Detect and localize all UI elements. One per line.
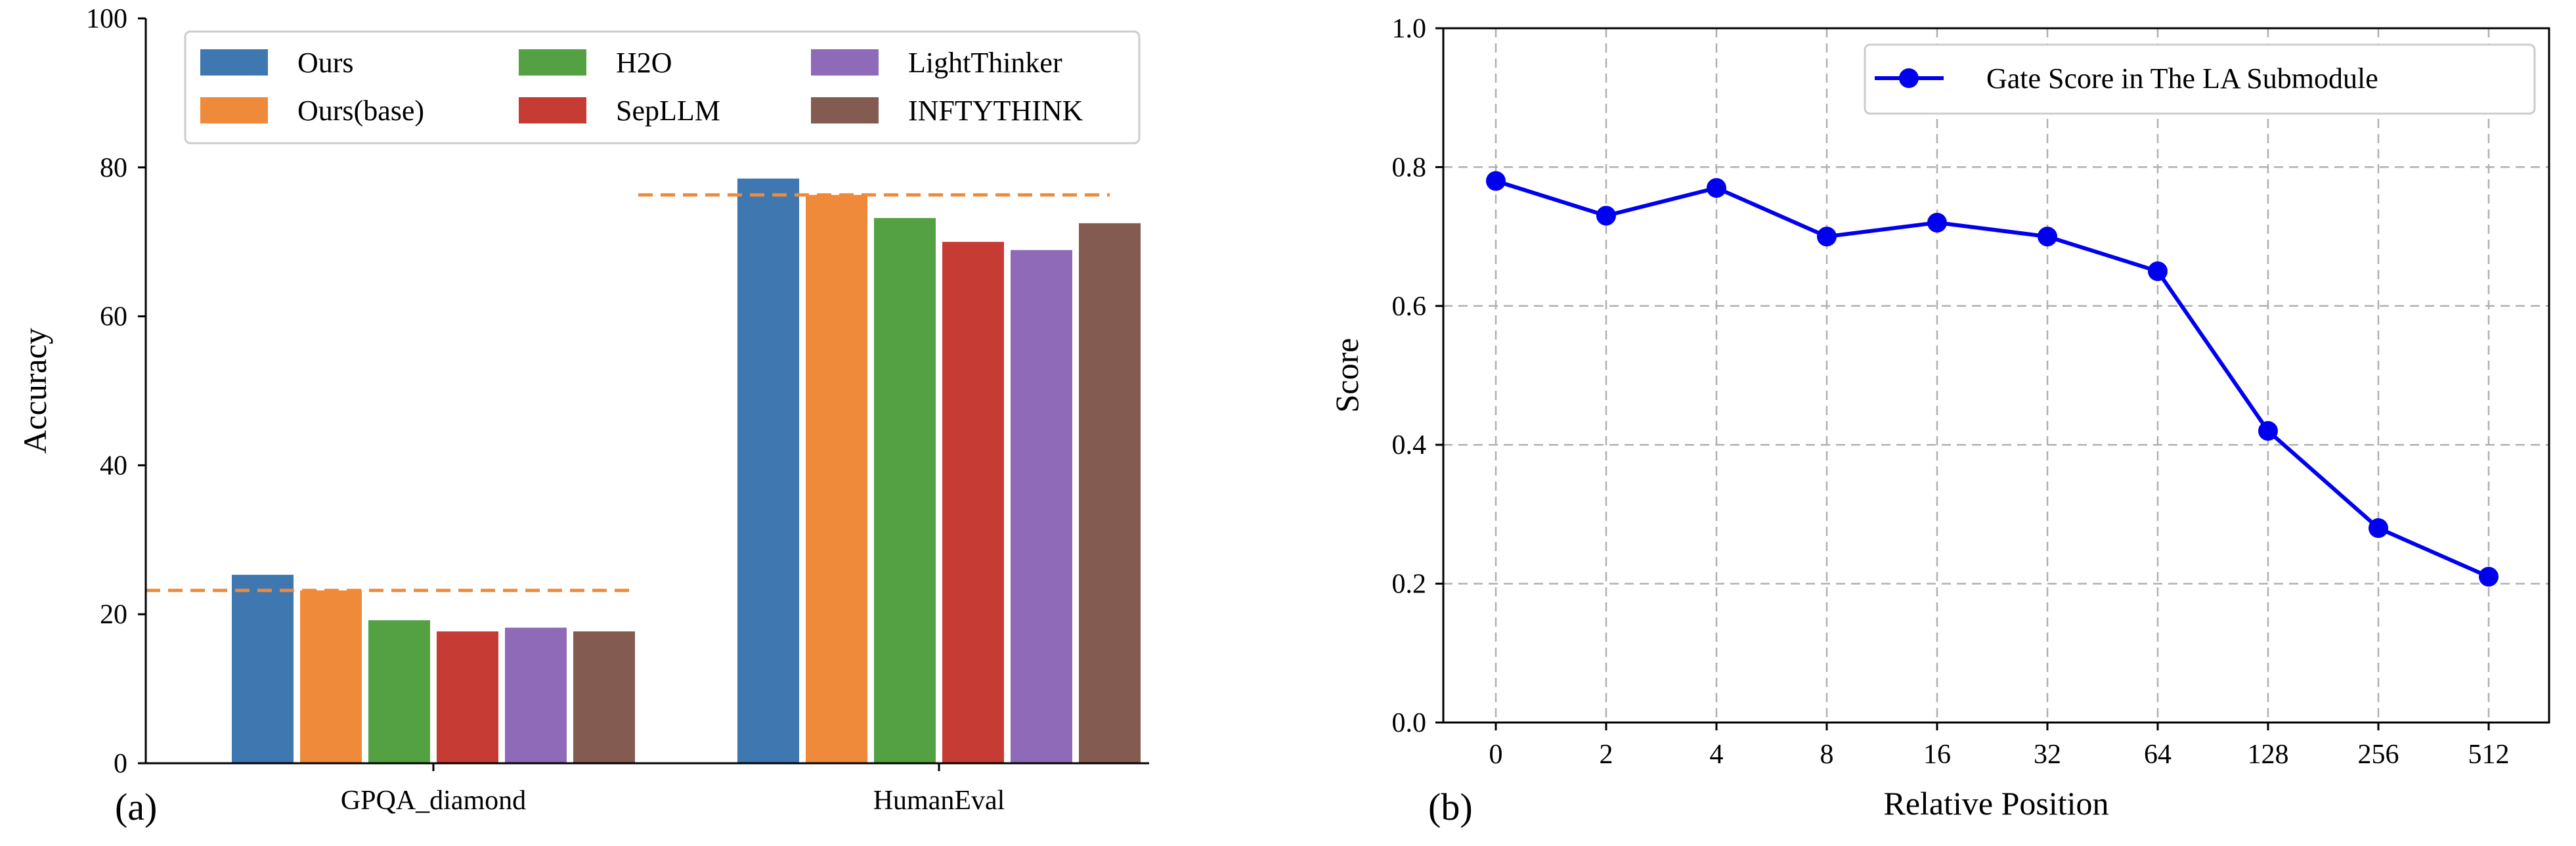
x-tick-label-humaneval: HumanEval <box>873 786 1005 816</box>
data-point-16 <box>1927 212 1947 233</box>
x-tick-label-64: 64 <box>2144 740 2172 770</box>
bar-lightthinker-gpqa-diamond <box>505 627 567 763</box>
bar-lightthinker-humaneval <box>1011 250 1072 763</box>
y-axis-label: Score <box>1328 338 1365 413</box>
x-tick-label-8: 8 <box>1820 740 1834 770</box>
legend-swatch-ours <box>200 49 268 76</box>
data-point-64 <box>2148 261 2168 281</box>
y-tick-label: 0.2 <box>1392 569 1427 600</box>
legend-swatch-h2o <box>519 49 586 76</box>
y-tick-label: 0.0 <box>1392 708 1427 738</box>
data-point-128 <box>2258 421 2278 441</box>
data-point-2 <box>1596 206 1616 226</box>
data-point-32 <box>2038 227 2057 247</box>
legend-b: Gate Score in The LA Submodule <box>1864 43 2536 115</box>
bar-inftythink-humaneval <box>1079 223 1141 764</box>
legend-label-h2o: H2O <box>616 47 672 79</box>
legend-box <box>1864 43 2536 115</box>
x-tick-label-0: 0 <box>1489 740 1503 770</box>
data-point-8 <box>1817 227 1837 247</box>
bar-inftythink-gpqa-diamond <box>573 631 635 763</box>
legend-label-sepllm: SepLLM <box>616 95 720 127</box>
x-tick-label-256: 256 <box>2358 740 2399 770</box>
legend-swatch-lightthinker <box>811 49 879 76</box>
x-tick-label-128: 128 <box>2248 740 2289 770</box>
panel-label-a: (a) <box>115 786 157 828</box>
data-point-0 <box>1486 171 1506 191</box>
y-tick-label: 80 <box>100 153 127 183</box>
y-tick-label: 40 <box>100 451 127 481</box>
legend-marker <box>1899 68 1919 88</box>
data-point-4 <box>1707 178 1726 198</box>
data-point-512 <box>2479 567 2499 587</box>
bar-ours-base-gpqa-diamond <box>300 590 362 763</box>
y-tick-label: 20 <box>100 600 127 630</box>
legend-label-inftythink: INFTYTHINK <box>908 95 1083 127</box>
x-axis-label: Relative Position <box>1883 785 2108 822</box>
x-tick-label-2: 2 <box>1600 740 1613 770</box>
legend-label-lightthinker: LightThinker <box>908 47 1062 79</box>
legend-swatch-inftythink <box>811 97 879 123</box>
y-tick-label: 60 <box>100 302 127 332</box>
x-tick-label-32: 32 <box>2034 740 2061 770</box>
legend-a: Ours Ours(base) H2O SepLLM LightThinker INFTY… <box>184 30 1141 145</box>
y-tick-label: 0.4 <box>1392 430 1427 460</box>
legend-swatch-ours-base <box>200 97 268 123</box>
y-tick-label: 100 <box>86 4 127 34</box>
x-tick-label-16: 16 <box>1923 740 1951 770</box>
y-tick-label: 0.6 <box>1392 292 1427 322</box>
bar-sepllm-humaneval <box>942 242 1004 763</box>
x-tick-label-512: 512 <box>2468 740 2510 770</box>
bar-sepllm-gpqa-diamond <box>437 631 498 763</box>
bar-h2o-humaneval <box>874 217 936 763</box>
legend-label-ours-base: Ours(base) <box>297 95 424 127</box>
bar-ours-humaneval <box>737 178 799 763</box>
legend-label-gate-score: Gate Score in The LA Submodule <box>1986 62 2378 95</box>
bar-ours-base-humaneval <box>806 194 867 763</box>
legend-swatch-sepllm <box>519 97 586 123</box>
y-tick-label: 1.0 <box>1392 14 1427 44</box>
y-tick-label: 0.8 <box>1392 152 1427 183</box>
y-tick-label: 0 <box>114 749 127 779</box>
chart-a-accuracy-bars: 0 20 40 60 80 100 GPQA_diamond HumanEval Accurac… <box>16 4 1149 828</box>
x-tick-label-gpqa-diamond: GPQA_diamond <box>341 786 526 816</box>
legend-box <box>184 30 1141 145</box>
x-tick-label-4: 4 <box>1710 740 1724 770</box>
series-line-gate-score <box>1495 179 2490 579</box>
legend-label-ours: Ours <box>297 47 354 79</box>
bar-h2o-gpqa-diamond <box>368 620 430 763</box>
panel-label-b: (b) <box>1428 786 1473 828</box>
y-axis-label: Accuracy <box>16 328 53 454</box>
chart-b-gate-score-line: 0.0 0.2 0.4 0.6 0.8 1.0 0 2 4 8 16 32 64 128 256 512 Rel… <box>1328 14 2550 828</box>
bar-ours-gpqa-diamond <box>232 575 294 763</box>
plot-frame <box>1442 27 2550 724</box>
data-point-256 <box>2369 518 2388 539</box>
